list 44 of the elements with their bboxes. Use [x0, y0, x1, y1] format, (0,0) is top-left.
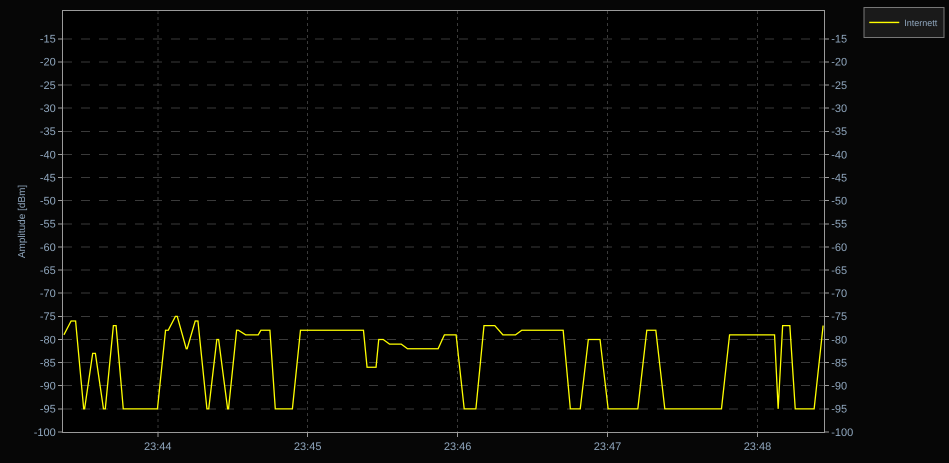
x-tick-label: 23:48 — [744, 441, 772, 454]
y-tick-label: -55 — [40, 218, 56, 231]
y2-tick-label: -70 — [831, 288, 848, 300]
y-tick-label: -30 — [40, 103, 56, 115]
y-tick-label: -100 — [34, 426, 56, 439]
y-tick-label: -60 — [40, 242, 56, 254]
y2-tick-label: -25 — [831, 80, 848, 92]
y-tick-label: -80 — [40, 334, 56, 346]
y-tick-label: -45 — [40, 172, 56, 184]
y-tick-label: -90 — [40, 380, 56, 393]
y2-tick-label: -75 — [831, 311, 848, 324]
y-tick-label: -65 — [40, 264, 56, 277]
y-tick-label: -25 — [40, 80, 56, 92]
y2-tick-label: -45 — [831, 172, 848, 184]
y2-tick-label: -15 — [831, 34, 848, 46]
y-tick-label: -50 — [40, 196, 56, 208]
y-axis-title: Amplitude [dBm] — [16, 184, 28, 258]
y-tick-label: -35 — [40, 126, 56, 138]
legend-label: Internett — [904, 18, 938, 28]
y2-tick-label: -50 — [831, 196, 848, 208]
y2-tick-label: -20 — [831, 56, 848, 69]
line-series — [63, 316, 824, 410]
x-tick-label: 23:44 — [144, 441, 172, 454]
y2-tick-label: -80 — [831, 334, 848, 346]
x-tick-label: 23:47 — [594, 441, 622, 454]
x-tick-label: 23:45 — [294, 441, 322, 454]
y2-tick-label: -100 — [831, 426, 854, 439]
x-tick-label: 23:46 — [444, 441, 472, 454]
y-tick-label: -95 — [40, 404, 56, 416]
y2-tick-label: -30 — [831, 103, 848, 115]
y2-tick-label: -55 — [831, 218, 848, 231]
y2-tick-label: -65 — [831, 264, 848, 277]
y-tick-label: -15 — [40, 34, 56, 46]
y2-tick-label: -35 — [831, 126, 848, 138]
y2-tick-label: -90 — [831, 380, 848, 393]
y-tick-label: -40 — [40, 149, 56, 162]
y-tick-label: -20 — [40, 56, 56, 69]
y-tick-label: -75 — [40, 311, 56, 324]
y2-tick-label: -85 — [831, 357, 848, 370]
y2-tick-label: -60 — [831, 242, 848, 254]
y-tick-label: -70 — [40, 288, 56, 300]
y2-tick-label: -95 — [831, 404, 848, 416]
y-tick-label: -85 — [40, 357, 56, 370]
y2-tick-label: -40 — [831, 149, 848, 162]
